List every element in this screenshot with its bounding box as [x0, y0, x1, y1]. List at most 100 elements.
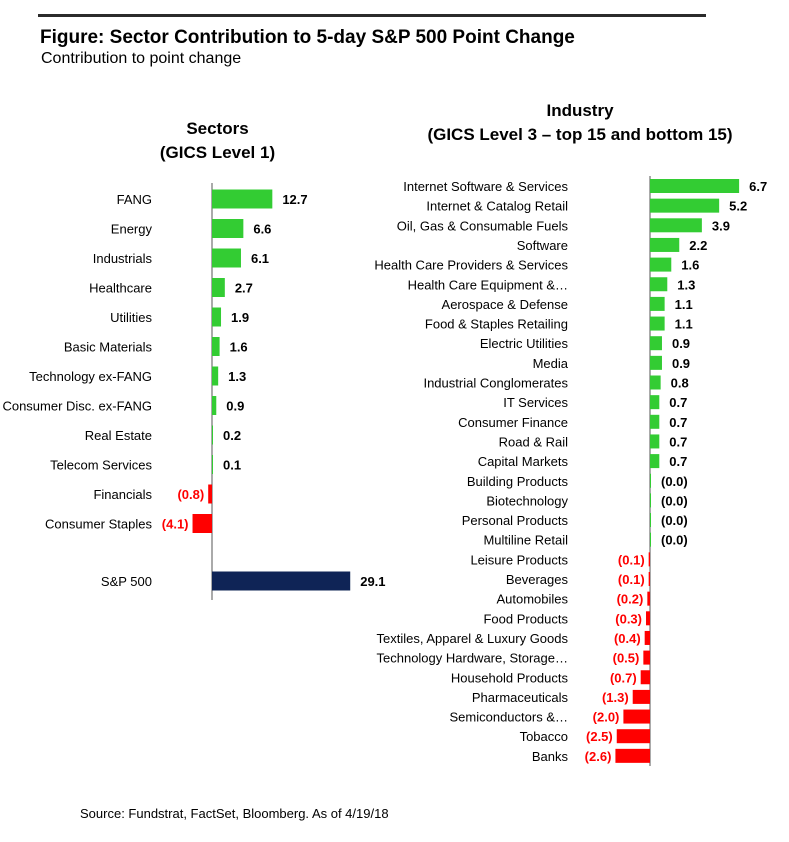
- sector-value-label: (0.8): [177, 487, 204, 502]
- industry-value-label: (2.6): [585, 749, 612, 764]
- sector-value-label: 29.1: [360, 574, 385, 589]
- industry-category-label: Aerospace & Defense: [442, 297, 568, 312]
- industry-bar: [648, 552, 650, 567]
- industry-bar: [650, 218, 702, 233]
- industry-value-label: 3.9: [712, 218, 730, 233]
- sector-bar: [212, 307, 222, 327]
- industry-bar: [648, 572, 650, 586]
- sector-category-label: Consumer Disc. ex-FANG: [2, 399, 152, 414]
- industry-category-label: Internet Software & Services: [403, 179, 568, 194]
- industry-category-label: Biotechnology: [486, 493, 568, 508]
- industry-category-label: Technology Hardware, Storage…: [377, 651, 569, 666]
- industry-value-label: (2.5): [586, 729, 613, 744]
- industry-value-label: 6.7: [749, 179, 767, 194]
- industry-value-label: (1.3): [602, 690, 629, 705]
- industry-value-label: 0.9: [672, 336, 690, 351]
- industry-category-label: Building Products: [467, 474, 569, 489]
- industry-bar: [650, 277, 668, 292]
- industry-value-label: 5.2: [729, 199, 747, 214]
- figure-subtitle: Contribution to point change: [41, 50, 242, 67]
- sector-category-label: Consumer Staples: [45, 517, 152, 532]
- industry-category-label: Capital Markets: [478, 454, 569, 469]
- sector-bar: [212, 248, 241, 268]
- industry-category-label: Semiconductors &…: [450, 710, 569, 725]
- industry-bar: [650, 395, 660, 410]
- sector-category-label: Basic Materials: [64, 340, 153, 355]
- industry-category-label: Leisure Products: [470, 552, 568, 567]
- industry-category-label: Textiles, Apparel & Luxury Goods: [377, 631, 569, 646]
- sector-category-label: Utilities: [110, 310, 152, 325]
- industry-category-label: Household Products: [451, 670, 569, 685]
- sectors-title-line2: (GICS Level 1): [159, 143, 276, 162]
- sector-value-label: 1.6: [230, 340, 248, 355]
- sector-value-label: 1.3: [228, 369, 246, 384]
- industry-title-line1: Industry: [546, 101, 614, 120]
- industry-category-label: Software: [517, 238, 568, 253]
- industry-category-label: IT Services: [503, 395, 568, 410]
- industry-bar: [650, 473, 651, 488]
- sector-category-label: Telecom Services: [50, 458, 152, 473]
- industry-bar: [650, 454, 660, 469]
- industry-bar: [632, 689, 650, 704]
- sector-category-label: Technology ex-FANG: [29, 369, 152, 384]
- industry-bar: [616, 729, 650, 744]
- industry-category-label: Electric Utilities: [480, 336, 569, 351]
- industry-value-label: (0.4): [614, 631, 641, 646]
- industry-value-label: (0.5): [613, 651, 640, 666]
- industry-value-label: (0.3): [615, 611, 642, 626]
- industry-bar: [650, 513, 651, 528]
- source-note: Source: Fundstrat, FactSet, Bloomberg. A…: [80, 806, 389, 821]
- industry-bar: [650, 355, 662, 370]
- sector-value-label: 1.9: [231, 310, 249, 325]
- sector-category-label: Energy: [111, 222, 153, 237]
- industry-category-label: Beverages: [506, 572, 569, 587]
- industry-bar: [646, 611, 650, 626]
- industry-value-label: 1.1: [675, 317, 693, 332]
- sector-bar: [212, 455, 213, 474]
- industry-category-label: Food & Staples Retailing: [425, 317, 568, 332]
- industry-value-label: (0.1): [618, 552, 645, 567]
- sector-category-label: Healthcare: [89, 281, 152, 296]
- sector-bar: [212, 425, 213, 445]
- figure-title: Figure: Sector Contribution to 5-day S&P…: [40, 27, 575, 48]
- industry-panel-title: Industry (GICS Level 3 – top 15 and bott…: [400, 99, 760, 147]
- industry-category-label: Consumer Finance: [458, 415, 568, 430]
- industry-value-label: 1.3: [677, 277, 695, 292]
- industry-bar: [650, 493, 651, 508]
- sector-value-label: 12.7: [282, 192, 307, 207]
- sector-bar: [212, 278, 225, 297]
- industry-category-label: Multiline Retail: [483, 533, 568, 548]
- industry-bar: [650, 336, 662, 351]
- industry-bar: [650, 434, 660, 449]
- industry-value-label: 0.7: [669, 434, 687, 449]
- industry-category-label: Banks: [532, 749, 569, 764]
- industry-title-line2: (GICS Level 3 – top 15 and bottom 15): [427, 125, 733, 144]
- industry-bar: [650, 257, 672, 272]
- industry-value-label: (0.0): [661, 474, 688, 489]
- sector-bar: [192, 514, 212, 533]
- industry-bar: [650, 179, 740, 193]
- industry-bar: [615, 748, 650, 763]
- industry-bar: [647, 591, 650, 606]
- industry-value-label: (0.0): [661, 493, 688, 508]
- sector-category-label: FANG: [117, 192, 152, 207]
- industry-bar: [640, 670, 650, 685]
- industry-bar: [644, 630, 650, 645]
- industry-value-label: (0.2): [617, 592, 644, 607]
- sector-bar: [212, 337, 220, 356]
- industry-category-label: Internet & Catalog Retail: [426, 199, 568, 214]
- industry-category-label: Pharmaceuticals: [472, 690, 569, 705]
- sector-bar: [212, 219, 244, 238]
- industry-bar: [650, 532, 651, 547]
- industry-value-label: 1.1: [675, 297, 693, 312]
- industry-value-label: 0.8: [671, 376, 689, 391]
- industry-bar: [650, 296, 665, 311]
- industry-category-label: Industrial Conglomerates: [423, 376, 568, 391]
- industry-value-label: 1.6: [681, 258, 699, 273]
- top-rule: [38, 14, 706, 17]
- sector-bar: [208, 484, 212, 504]
- sectors-panel-title: Sectors (GICS Level 1): [130, 117, 305, 165]
- industry-category-label: Oil, Gas & Consumable Fuels: [397, 218, 569, 233]
- industry-bar: [650, 375, 661, 390]
